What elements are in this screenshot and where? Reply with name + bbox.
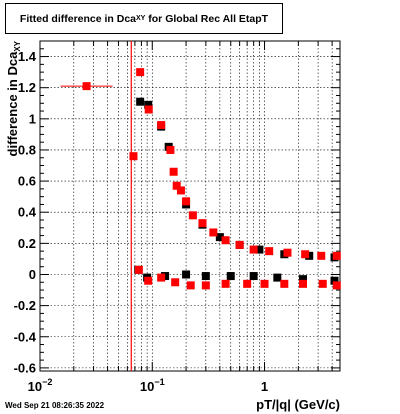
data-point xyxy=(171,278,180,287)
x-tick-label: 1 xyxy=(261,379,268,394)
data-point xyxy=(283,248,292,257)
data-point xyxy=(82,82,91,91)
data-point xyxy=(201,281,210,290)
data-point xyxy=(134,265,143,274)
data-point xyxy=(182,197,191,206)
data-point xyxy=(176,186,185,195)
data-point xyxy=(260,279,269,288)
data-point xyxy=(249,245,258,254)
data-point xyxy=(157,273,166,282)
data-point xyxy=(157,121,166,130)
data-point xyxy=(298,279,307,288)
y-tick-label: -0.6 xyxy=(14,360,36,375)
data-point xyxy=(201,272,210,281)
data-point xyxy=(273,273,282,282)
data-point xyxy=(255,245,264,254)
data-point xyxy=(182,270,191,279)
data-point xyxy=(166,145,175,154)
data-point xyxy=(265,247,274,256)
data-point xyxy=(235,240,244,249)
title-subscript: XY xyxy=(136,15,146,22)
y-tick-label: 1 xyxy=(29,111,36,126)
data-point xyxy=(318,279,327,288)
data-point xyxy=(198,219,207,228)
data-point xyxy=(129,152,138,161)
data-point xyxy=(188,211,197,220)
data-point xyxy=(144,276,153,285)
data-point xyxy=(332,251,341,260)
data-point xyxy=(243,279,252,288)
y-tick-label: 0.4 xyxy=(18,205,37,220)
x-tick-label: 10−2 xyxy=(28,377,53,394)
title-rest: for Global Rec All EtapT xyxy=(145,12,269,25)
data-point xyxy=(221,236,230,245)
y-tick-label: 0.6 xyxy=(18,174,36,189)
y-tick-label: 1.4 xyxy=(18,49,37,64)
y-tick-label: 1.2 xyxy=(18,80,36,95)
data-point xyxy=(209,228,218,237)
y-tick-label: 0.2 xyxy=(18,236,36,251)
timestamp-footer: Wed Sep 21 08:26:35 2022 xyxy=(5,401,105,410)
y-tick-label: 0.8 xyxy=(18,142,36,157)
data-point xyxy=(144,105,153,114)
data-point xyxy=(136,97,145,106)
data-point xyxy=(186,281,195,290)
data-point xyxy=(144,100,153,109)
data-point xyxy=(221,279,230,288)
y-tick-label: 0 xyxy=(29,267,36,282)
data-point xyxy=(330,276,339,285)
chart-title: Fitted difference in Dca XY for Global Re… xyxy=(5,3,283,34)
data-point xyxy=(317,251,326,260)
y-tick-label: -0.2 xyxy=(14,298,36,313)
data-point xyxy=(169,167,178,176)
data-point xyxy=(226,272,235,281)
y-axis-title: difference in DcaXY xyxy=(5,40,22,156)
data-point xyxy=(301,250,310,259)
data-point xyxy=(136,68,145,77)
x-tick-label: 10−1 xyxy=(140,377,165,394)
data-point xyxy=(215,233,224,242)
data-point xyxy=(249,272,258,281)
plot-frame xyxy=(39,40,341,372)
data-point xyxy=(298,275,307,284)
y-tick-label: -0.4 xyxy=(14,329,37,344)
x-axis-title: pT/|q| (GeV/c) xyxy=(256,397,340,412)
data-point xyxy=(280,279,289,288)
data-point xyxy=(332,281,341,290)
data-point xyxy=(305,251,314,260)
title-main: Fitted difference in Dca xyxy=(19,12,137,25)
data-point xyxy=(172,181,181,190)
